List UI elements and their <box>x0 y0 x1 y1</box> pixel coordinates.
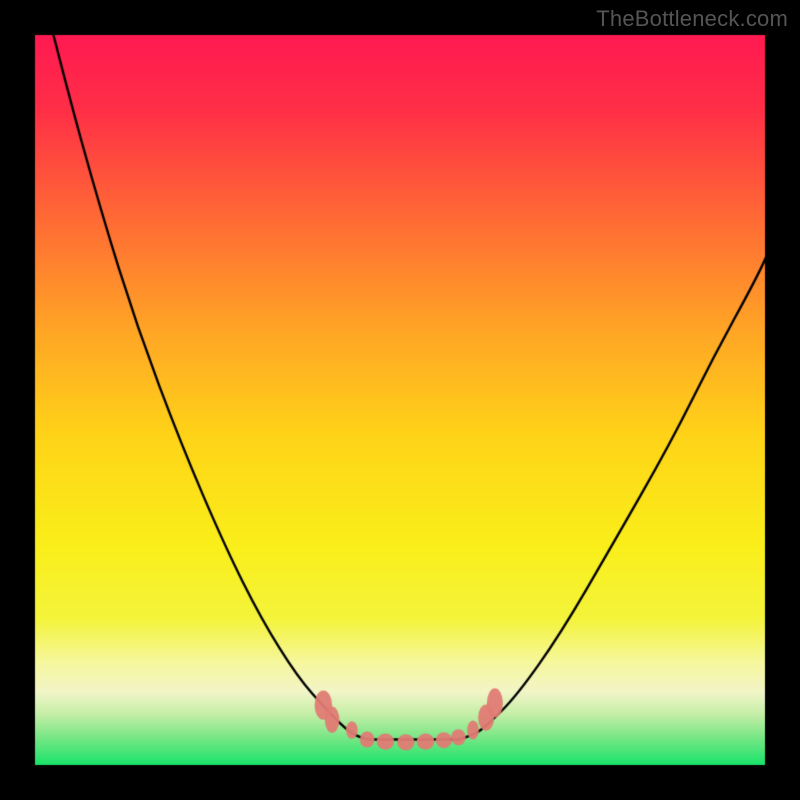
bottleneck-curve-chart <box>0 0 800 800</box>
chart-stage: TheBottleneck.com <box>0 0 800 800</box>
